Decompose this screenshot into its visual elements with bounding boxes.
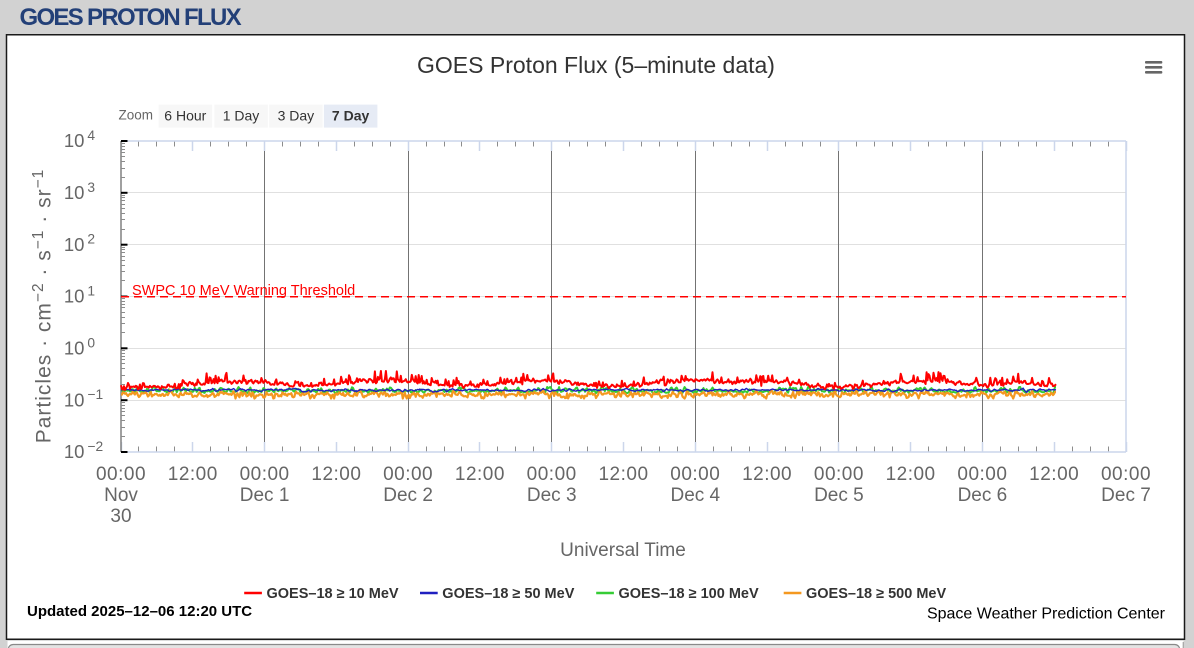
svg-text:12:00: 12:00 bbox=[1029, 464, 1079, 485]
svg-text:1 Day: 1 Day bbox=[223, 108, 260, 124]
svg-text:Universal Time: Universal Time bbox=[560, 540, 686, 561]
svg-text:Updated 2025–12–06 12:20 UTC: Updated 2025–12–06 12:20 UTC bbox=[27, 603, 252, 620]
svg-text:30: 30 bbox=[110, 506, 131, 527]
svg-text:Dec 5: Dec 5 bbox=[814, 485, 864, 506]
svg-text:10: 10 bbox=[64, 182, 85, 203]
svg-text:10: 10 bbox=[64, 441, 85, 462]
svg-text:12:00: 12:00 bbox=[168, 464, 218, 485]
svg-text:00:00: 00:00 bbox=[527, 464, 577, 485]
svg-text:Dec 7: Dec 7 bbox=[1101, 485, 1151, 506]
svg-text:6 Hour: 6 Hour bbox=[164, 108, 206, 124]
svg-text:Dec 4: Dec 4 bbox=[670, 485, 720, 506]
svg-text:3 Day: 3 Day bbox=[278, 108, 315, 124]
svg-text:00:00: 00:00 bbox=[670, 464, 720, 485]
svg-text:Space Weather Prediction Cente: Space Weather Prediction Center bbox=[927, 606, 1166, 623]
svg-text:Dec 2: Dec 2 bbox=[383, 485, 433, 506]
svg-text:10: 10 bbox=[64, 389, 85, 410]
svg-text:GOES PROTON FLUX: GOES PROTON FLUX bbox=[20, 4, 242, 31]
svg-text:SWPC 10 MeV Warning Threshold: SWPC 10 MeV Warning Threshold bbox=[132, 283, 355, 299]
svg-text:7 Day: 7 Day bbox=[332, 108, 370, 124]
svg-text:−1: −1 bbox=[87, 387, 103, 402]
svg-text:00:00: 00:00 bbox=[240, 464, 290, 485]
svg-text:10: 10 bbox=[64, 130, 85, 151]
svg-text:12:00: 12:00 bbox=[886, 464, 936, 485]
svg-text:00:00: 00:00 bbox=[96, 464, 146, 485]
svg-text:GOES–18 ≥ 50 MeV: GOES–18 ≥ 50 MeV bbox=[442, 586, 574, 602]
svg-text:Dec 3: Dec 3 bbox=[527, 485, 577, 506]
svg-text:1: 1 bbox=[87, 284, 95, 299]
svg-text:GOES–18 ≥ 10 MeV: GOES–18 ≥ 10 MeV bbox=[267, 586, 399, 602]
svg-text:00:00: 00:00 bbox=[957, 464, 1007, 485]
svg-text:Particles · cm−2 · s−1 · sr−1: Particles · cm−2 · s−1 · sr−1 bbox=[30, 169, 56, 444]
svg-text:10: 10 bbox=[64, 338, 85, 359]
svg-text:−2: −2 bbox=[87, 439, 103, 454]
svg-text:00:00: 00:00 bbox=[814, 464, 864, 485]
svg-text:GOES–18 ≥ 500 MeV: GOES–18 ≥ 500 MeV bbox=[806, 586, 946, 602]
svg-text:3: 3 bbox=[87, 180, 95, 195]
svg-text:4: 4 bbox=[87, 128, 95, 143]
svg-text:GOES Proton Flux (5–minute dat: GOES Proton Flux (5–minute data) bbox=[417, 52, 775, 78]
svg-text:12:00: 12:00 bbox=[742, 464, 792, 485]
svg-text:00:00: 00:00 bbox=[1101, 464, 1151, 485]
svg-text:12:00: 12:00 bbox=[311, 464, 361, 485]
svg-text:Zoom: Zoom bbox=[118, 108, 153, 123]
svg-text:Nov: Nov bbox=[104, 485, 138, 506]
svg-text:2: 2 bbox=[87, 232, 95, 247]
svg-text:0: 0 bbox=[87, 335, 95, 350]
svg-text:12:00: 12:00 bbox=[598, 464, 648, 485]
svg-text:12:00: 12:00 bbox=[455, 464, 505, 485]
svg-text:00:00: 00:00 bbox=[383, 464, 433, 485]
svg-text:Dec 1: Dec 1 bbox=[240, 485, 290, 506]
svg-text:10: 10 bbox=[64, 234, 85, 255]
svg-text:10: 10 bbox=[64, 286, 85, 307]
svg-text:GOES–18 ≥ 100 MeV: GOES–18 ≥ 100 MeV bbox=[619, 586, 759, 602]
svg-text:Dec 6: Dec 6 bbox=[958, 485, 1008, 506]
